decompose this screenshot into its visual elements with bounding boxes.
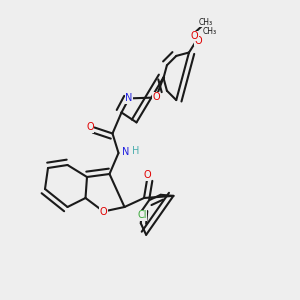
Text: O: O: [86, 122, 94, 133]
Text: O: O: [100, 206, 107, 217]
Text: CH₃: CH₃: [203, 27, 217, 36]
Text: O: O: [190, 31, 198, 41]
Text: N: N: [125, 93, 133, 103]
Text: N: N: [122, 146, 130, 157]
Text: H: H: [132, 146, 140, 156]
Text: O: O: [152, 92, 160, 103]
Text: O: O: [194, 35, 202, 46]
Text: CH₃: CH₃: [198, 18, 213, 27]
Text: Cl: Cl: [137, 210, 147, 220]
Text: O: O: [143, 170, 151, 181]
